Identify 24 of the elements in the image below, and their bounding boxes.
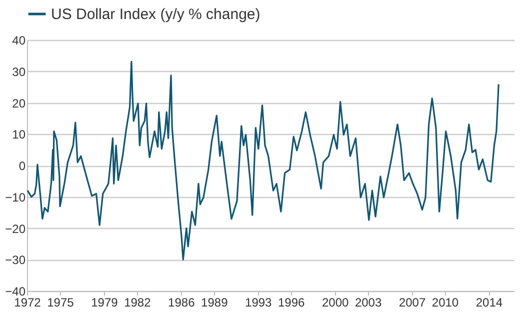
x-tick-label: 2007 — [398, 296, 426, 310]
x-tick-label: 1989 — [201, 296, 228, 310]
y-tick-label: −30 — [5, 253, 26, 268]
x-tick-label: 2000 — [322, 296, 349, 310]
x-tick-label: 2010 — [432, 296, 459, 310]
y-tick-label: −40 — [5, 284, 26, 298]
x-tick-label: 1996 — [278, 296, 306, 310]
x-tick-label: 1979 — [91, 296, 118, 310]
x-tick-label: 1982 — [124, 296, 152, 310]
y-tick-label: 30 — [12, 64, 26, 79]
y-tick-label: −10 — [5, 190, 26, 204]
y-tick-label: 10 — [12, 128, 26, 142]
y-tick-label: 20 — [12, 96, 26, 110]
y-tick-label: 0 — [18, 159, 26, 173]
y-tick-label: 40 — [12, 34, 26, 48]
x-tick-label: 2014 — [476, 296, 503, 310]
line-series — [27, 60, 500, 260]
legend-label: US Dollar Index (y/y % change) — [51, 6, 260, 23]
x-tick-label: 1972 — [14, 296, 42, 310]
x-tick-label: 2003 — [354, 296, 382, 310]
y-tick-label: −20 — [5, 222, 26, 236]
x-tick-label: 1975 — [47, 296, 74, 310]
x-tick-label: 1986 — [168, 296, 196, 310]
x-tick-label: 1993 — [245, 296, 272, 310]
